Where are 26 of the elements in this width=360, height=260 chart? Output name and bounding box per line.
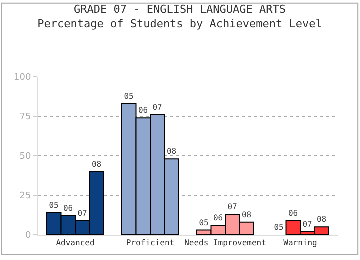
text: 06	[213, 214, 224, 223]
chart-title: GRADE 07 - ENGLISH LANGUAGE ARTS Percentage of Students by Achievement Level	[38, 3, 322, 30]
y-tick-label: 75	[20, 112, 32, 123]
y-tick-label: 0	[25, 231, 32, 242]
text: 08	[166, 147, 177, 156]
text: 06	[138, 106, 148, 116]
x-tick-label: Advanced	[56, 238, 95, 248]
text: 08	[316, 215, 327, 224]
text: 08	[242, 210, 252, 220]
text: 07	[152, 102, 162, 112]
text: 06	[288, 208, 298, 218]
text: 05	[124, 92, 134, 101]
series-label: 08	[92, 160, 102, 169]
x-tick-label: Needs Improvement	[184, 238, 267, 248]
x-tick-label: Proficient	[126, 238, 175, 248]
text: 07	[302, 220, 312, 229]
text: 07	[228, 202, 238, 212]
y-tick-label: 100	[14, 73, 32, 84]
y-tick-label: 25	[20, 192, 32, 202]
y-tick-label: 50	[20, 152, 32, 162]
series-label: 05	[49, 200, 60, 210]
x-tick-label: Warning	[284, 238, 318, 248]
series-label: 07	[78, 208, 88, 218]
text: 05	[199, 218, 209, 228]
series-label: 06	[63, 204, 74, 214]
text: 05	[274, 223, 284, 232]
